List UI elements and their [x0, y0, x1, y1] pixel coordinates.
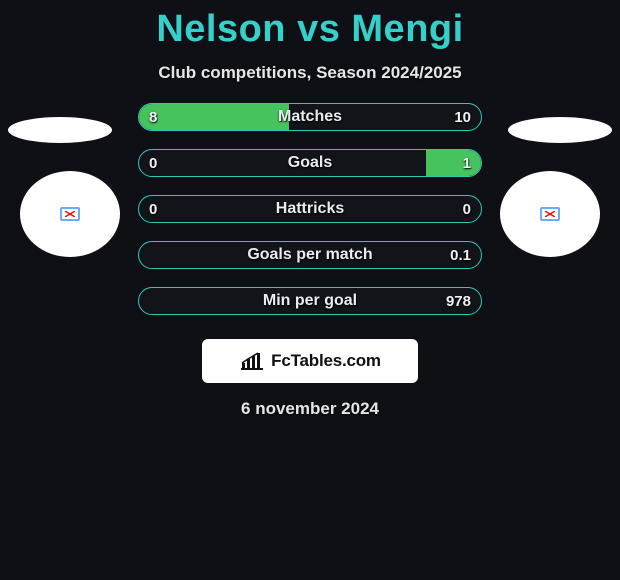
- chart-icon: [239, 351, 265, 371]
- source-text: FcTables.com: [271, 351, 381, 371]
- stat-left-value: 0: [149, 201, 157, 218]
- stat-bars: 8 10 Matches 0 1 Goals 0 0 Hattricks 0.1 Goals per…: [138, 103, 482, 315]
- bar-fill-left: [139, 104, 289, 130]
- stat-left-value: 8: [149, 109, 157, 126]
- player-left-badge: [20, 171, 120, 257]
- stat-row: 0 0 Hattricks: [138, 195, 482, 223]
- stat-row: 0 1 Goals: [138, 149, 482, 177]
- stat-left-value: 0: [149, 155, 157, 172]
- player-right-badge: [500, 171, 600, 257]
- stat-label: Goals: [288, 154, 332, 172]
- page-subtitle: Club competitions, Season 2024/2025: [0, 63, 620, 83]
- stat-label: Hattricks: [276, 200, 344, 218]
- stat-right-value: 978: [446, 293, 471, 310]
- stat-label: Matches: [278, 108, 342, 126]
- stat-right-value: 0.1: [450, 247, 471, 264]
- player-right-ellipse: [508, 117, 612, 143]
- stat-row: 8 10 Matches: [138, 103, 482, 131]
- stat-right-value: 0: [463, 201, 471, 218]
- stat-right-value: 10: [454, 109, 471, 126]
- stat-label: Goals per match: [247, 246, 372, 264]
- stat-right-value: 1: [463, 155, 471, 172]
- snapshot-date: 6 november 2024: [0, 399, 620, 419]
- page-title: Nelson vs Mengi: [0, 8, 620, 51]
- bar-fill-right: [426, 150, 481, 176]
- flag-icon: [60, 207, 80, 221]
- stat-row: 0.1 Goals per match: [138, 241, 482, 269]
- flag-icon: [540, 207, 560, 221]
- stat-row: 978 Min per goal: [138, 287, 482, 315]
- source-badge: FcTables.com: [202, 339, 418, 383]
- stat-label: Min per goal: [263, 292, 357, 310]
- comparison-stage: 8 10 Matches 0 1 Goals 0 0 Hattricks 0.1 Goals per…: [0, 103, 620, 419]
- player-left-ellipse: [8, 117, 112, 143]
